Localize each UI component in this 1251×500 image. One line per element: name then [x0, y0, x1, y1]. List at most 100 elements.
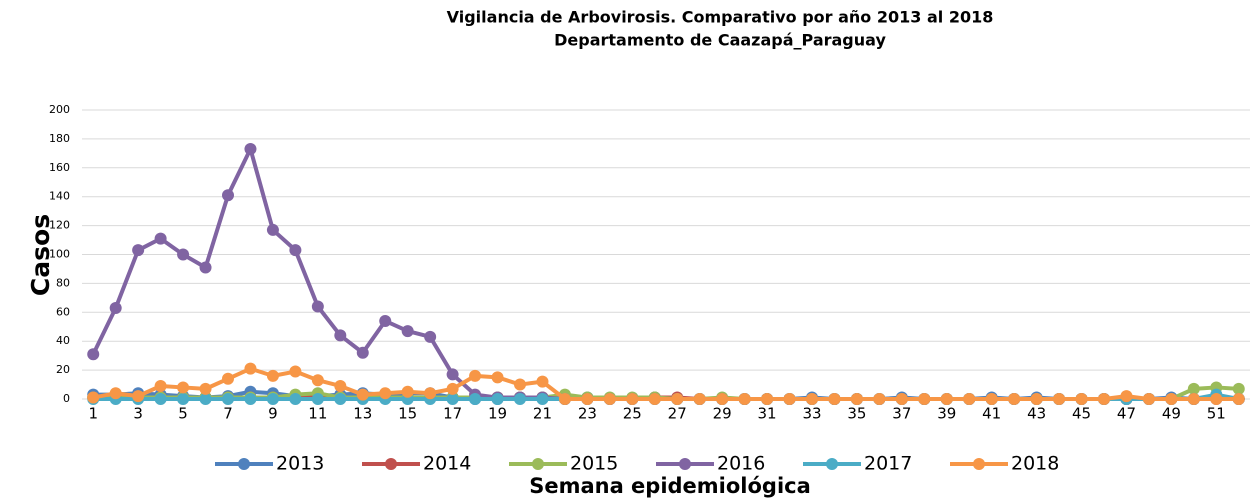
y-tick-label: 100	[49, 248, 70, 261]
x-tick-label: 33	[802, 405, 821, 423]
series-marker	[177, 248, 190, 261]
legend-marker	[973, 458, 985, 470]
series-marker	[266, 393, 279, 405]
series-marker	[311, 393, 324, 405]
series-marker	[266, 369, 279, 382]
series-marker	[469, 369, 482, 382]
series-marker	[1008, 393, 1021, 405]
legend-label: 2016	[717, 453, 765, 475]
series-marker	[199, 393, 212, 405]
series-marker	[963, 393, 976, 405]
series-marker	[536, 393, 549, 405]
series-marker	[289, 365, 302, 378]
series-marker	[109, 301, 122, 314]
x-tick-label: 41	[982, 405, 1001, 423]
legend-marker	[385, 458, 397, 470]
series-marker	[109, 387, 122, 400]
series-marker	[1187, 393, 1200, 405]
series-marker	[177, 393, 190, 405]
series-marker	[671, 393, 684, 405]
series-marker	[311, 374, 324, 387]
series-marker	[244, 143, 257, 156]
series-marker	[626, 393, 639, 405]
series-marker	[311, 300, 324, 313]
series-marker	[716, 393, 729, 405]
series-marker	[536, 375, 549, 388]
series-marker	[244, 362, 257, 375]
series-marker	[289, 244, 302, 257]
series-line	[91, 147, 1239, 401]
y-tick-label: 200	[49, 103, 70, 116]
series-marker	[446, 393, 459, 405]
y-tick-label: 140	[49, 190, 70, 203]
series-marker	[514, 393, 526, 405]
series-marker	[985, 393, 998, 405]
series-marker	[334, 379, 347, 392]
x-tick-label: 49	[1162, 405, 1181, 423]
series-marker	[244, 393, 257, 405]
series-marker	[154, 393, 167, 405]
series-marker	[379, 387, 392, 400]
series-line	[92, 366, 1239, 401]
legend-marker	[679, 458, 691, 470]
legend-label: 2013	[276, 453, 324, 475]
x-tick-label: 17	[443, 405, 462, 423]
legend-label: 2017	[864, 453, 912, 475]
series-marker	[222, 393, 234, 405]
series-marker	[222, 372, 234, 385]
chart-subtitle: Departamento de Caazapá_Paraguay	[554, 31, 886, 50]
series-marker	[199, 261, 212, 274]
series-marker	[154, 232, 167, 245]
series-marker	[806, 393, 818, 405]
series-marker	[1165, 393, 1178, 405]
legend-marker	[532, 458, 544, 470]
x-tick-label: 5	[178, 405, 188, 423]
legend-label: 2014	[423, 453, 471, 475]
y-axis-title: Casos	[26, 214, 55, 296]
series-marker	[446, 382, 459, 395]
series-marker	[132, 244, 145, 257]
series-marker	[603, 393, 616, 405]
x-tick-label: 23	[578, 405, 597, 423]
series-marker	[424, 330, 437, 343]
series-marker	[850, 393, 863, 405]
x-tick-label: 31	[758, 405, 777, 423]
series-marker	[334, 329, 347, 342]
series-marker	[356, 388, 369, 401]
series-marker	[1210, 393, 1223, 405]
series-marker	[828, 393, 841, 405]
series-marker	[424, 387, 437, 400]
chart-title: Vigilancia de Arbovirosis. Comparativo p…	[447, 8, 994, 27]
series-marker	[558, 393, 571, 405]
series-marker	[222, 189, 234, 202]
x-tick-label: 45	[1072, 405, 1091, 423]
series-marker	[379, 314, 392, 327]
series-marker	[783, 393, 796, 405]
y-tick-label: 20	[56, 363, 70, 376]
series-marker	[761, 393, 774, 405]
series-marker	[693, 393, 706, 405]
series-marker	[177, 381, 190, 394]
series-marker	[1098, 393, 1110, 405]
y-tick-label: 0	[63, 392, 70, 405]
x-tick-label: 43	[1027, 405, 1046, 423]
x-tick-label: 19	[488, 405, 507, 423]
y-tick-label: 180	[49, 132, 70, 145]
series-marker	[199, 382, 212, 395]
y-tick-label: 80	[56, 276, 70, 289]
series-marker	[581, 393, 594, 405]
x-tick-label: 29	[713, 405, 732, 423]
series-marker	[154, 379, 167, 392]
series-marker	[940, 393, 953, 405]
series-marker	[491, 371, 504, 384]
x-tick-label: 21	[533, 405, 552, 423]
x-tick-label: 27	[668, 405, 687, 423]
legend-label: 2018	[1011, 453, 1059, 475]
x-tick-label: 11	[308, 405, 327, 423]
x-tick-label: 39	[937, 405, 956, 423]
series-marker	[514, 378, 526, 391]
x-tick-label: 35	[847, 405, 866, 423]
series-marker	[289, 393, 302, 405]
series-marker	[1187, 382, 1200, 395]
